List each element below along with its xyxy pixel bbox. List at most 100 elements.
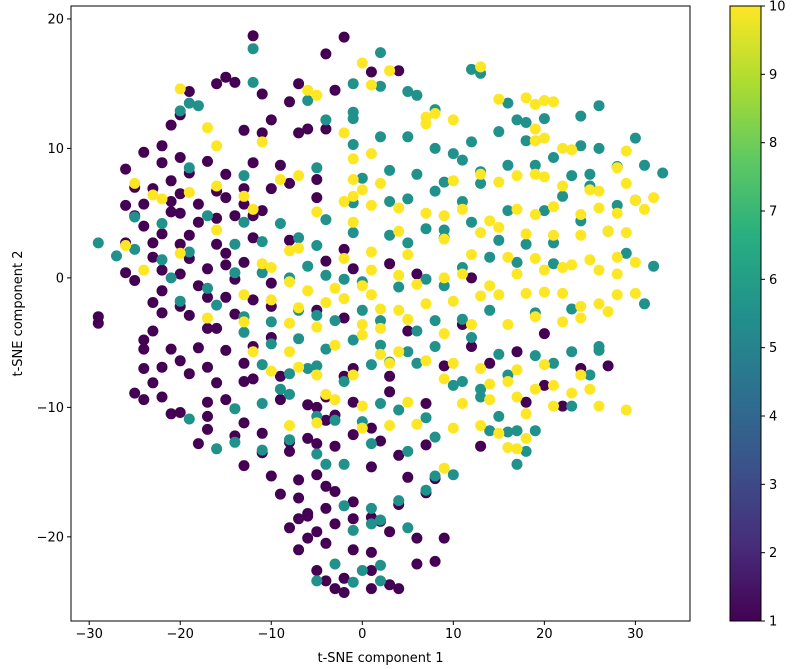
scatter-point — [329, 440, 341, 452]
scatter-point — [593, 202, 605, 214]
scatter-point — [365, 148, 377, 160]
scatter-point — [265, 338, 277, 350]
scatter-point — [220, 394, 232, 406]
scatter-point — [202, 263, 213, 275]
scatter-point — [411, 357, 423, 369]
scatter-point — [575, 110, 587, 122]
scatter-point — [229, 210, 241, 222]
scatter-point — [320, 458, 332, 470]
scatter-point — [375, 398, 386, 409]
scatter-point — [338, 587, 350, 598]
scatter-point — [211, 443, 223, 455]
scatter-point — [256, 258, 268, 270]
scatter-point — [338, 253, 350, 264]
scatter-point — [529, 425, 541, 437]
scatter-point — [238, 198, 250, 210]
scatter-point — [129, 275, 141, 286]
scatter-point — [375, 315, 386, 327]
scatter-point — [302, 285, 314, 297]
scatter-point — [438, 360, 450, 372]
scatter-point — [502, 426, 514, 438]
scatter-point — [238, 216, 250, 228]
scatter-point — [575, 300, 587, 312]
scatter-point — [557, 287, 569, 299]
scatter-point — [456, 398, 468, 409]
scatter-point — [548, 152, 559, 163]
scatter-point — [438, 328, 450, 340]
scatter-point — [302, 84, 314, 96]
scatter-point — [256, 267, 268, 279]
scatter-point — [365, 502, 377, 514]
scatter-point — [202, 361, 213, 373]
scatter-point — [138, 363, 150, 374]
scatter-point — [338, 500, 350, 512]
scatter-point — [611, 289, 623, 301]
scatter-point — [484, 378, 496, 390]
scatter-point — [265, 470, 277, 482]
scatter-point — [220, 168, 232, 180]
scatter-point — [538, 171, 550, 183]
scatter-point — [174, 207, 186, 219]
scatter-point — [183, 413, 195, 425]
scatter-point — [584, 369, 596, 381]
scatter-point — [311, 192, 323, 204]
scatter-point — [584, 254, 596, 266]
scatter-point — [429, 142, 441, 154]
scatter-point — [520, 238, 532, 250]
scatter-point — [548, 400, 559, 412]
scatter-point — [484, 425, 496, 437]
scatter-point — [92, 317, 104, 329]
scatter-point — [293, 242, 305, 254]
scatter-point — [338, 196, 350, 207]
scatter-point — [284, 420, 295, 431]
scatter-point — [429, 185, 441, 197]
scatter-point — [466, 341, 477, 352]
scatter-point — [293, 492, 305, 504]
scatter-point — [365, 359, 377, 371]
scatter-point — [402, 522, 414, 534]
scatter-point — [320, 388, 332, 400]
scatter-point — [511, 346, 523, 358]
y-tick-label: 10 — [47, 142, 64, 157]
scatter-point — [329, 282, 341, 294]
scatter-point — [147, 251, 159, 263]
scatter-point — [593, 400, 605, 412]
scatter-point — [174, 295, 186, 307]
scatter-point — [238, 326, 250, 338]
scatter-point — [429, 431, 441, 443]
scatter-point — [229, 238, 241, 250]
scatter-point — [256, 205, 268, 217]
scatter-point — [365, 289, 377, 301]
scatter-point — [147, 297, 159, 308]
scatter-point — [639, 298, 650, 310]
scatter-point — [529, 311, 541, 323]
scatter-point — [202, 155, 213, 167]
scatter-point — [384, 229, 396, 241]
scatter-point — [493, 289, 505, 301]
scatter-point — [320, 214, 332, 226]
scatter-point — [393, 269, 405, 281]
scatter-point — [284, 245, 295, 257]
scatter-point — [311, 174, 323, 185]
scatter-point — [320, 255, 332, 267]
scatter-point — [393, 495, 405, 507]
scatter-point — [557, 190, 569, 202]
scatter-point — [402, 445, 414, 457]
scatter-point — [311, 469, 323, 481]
scatter-point — [493, 427, 505, 439]
scatter-point — [284, 276, 295, 288]
scatter-point — [311, 360, 323, 372]
colorbar-tick-label: 9 — [769, 68, 777, 83]
scatter-point — [174, 105, 186, 117]
scatter-point — [183, 246, 195, 258]
scatter-point — [293, 127, 305, 139]
scatter-point — [238, 460, 250, 472]
scatter-point — [484, 394, 496, 406]
scatter-point — [238, 170, 250, 182]
y-tick-label: −10 — [37, 401, 64, 416]
scatter-point — [529, 159, 541, 171]
scatter-point — [211, 140, 223, 152]
scatter-point — [293, 544, 305, 556]
scatter-point — [593, 264, 605, 276]
colorbar-tick-label: 4 — [769, 410, 777, 425]
